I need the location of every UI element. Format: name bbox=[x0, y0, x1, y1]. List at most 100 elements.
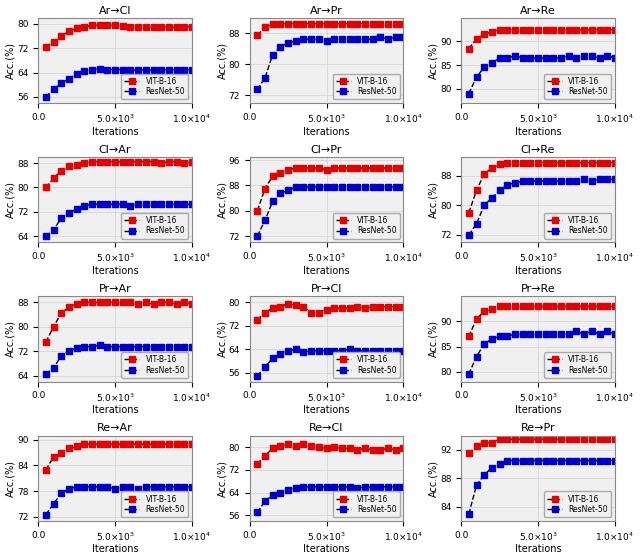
ResNet-50 bbox=[88, 66, 96, 73]
ResNet-50 bbox=[596, 330, 604, 337]
VIT-B-16 bbox=[473, 36, 481, 43]
VIT-B-16 bbox=[588, 159, 596, 166]
VIT-B-16 bbox=[604, 436, 611, 442]
Y-axis label: Acc.(%): Acc.(%) bbox=[6, 42, 15, 79]
VIT-B-16 bbox=[588, 26, 596, 33]
ResNet-50 bbox=[465, 371, 473, 377]
ResNet-50 bbox=[180, 201, 188, 208]
Line: VIT-B-16: VIT-B-16 bbox=[466, 304, 618, 339]
ResNet-50 bbox=[519, 55, 527, 62]
ResNet-50 bbox=[188, 201, 196, 208]
Line: ResNet-50: ResNet-50 bbox=[254, 484, 406, 516]
ResNet-50 bbox=[550, 330, 557, 337]
VIT-B-16 bbox=[346, 165, 353, 171]
VIT-B-16 bbox=[42, 184, 50, 191]
ResNet-50 bbox=[534, 178, 542, 184]
ResNet-50 bbox=[157, 201, 165, 208]
VIT-B-16 bbox=[481, 308, 488, 315]
VIT-B-16 bbox=[81, 441, 88, 447]
VIT-B-16 bbox=[253, 32, 261, 39]
ResNet-50 bbox=[42, 94, 50, 100]
ResNet-50 bbox=[96, 66, 104, 72]
ResNet-50 bbox=[173, 343, 180, 350]
ResNet-50 bbox=[65, 486, 73, 492]
VIT-B-16 bbox=[496, 26, 504, 33]
ResNet-50 bbox=[96, 201, 104, 208]
ResNet-50 bbox=[496, 461, 504, 468]
VIT-B-16 bbox=[384, 445, 392, 452]
VIT-B-16 bbox=[165, 158, 173, 165]
ResNet-50 bbox=[157, 343, 165, 350]
ResNet-50 bbox=[580, 457, 588, 464]
ResNet-50 bbox=[253, 86, 261, 93]
ResNet-50 bbox=[81, 343, 88, 350]
Line: ResNet-50: ResNet-50 bbox=[43, 484, 195, 517]
VIT-B-16 bbox=[307, 165, 315, 171]
ResNet-50 bbox=[81, 483, 88, 490]
ResNet-50 bbox=[315, 36, 323, 43]
ResNet-50 bbox=[134, 343, 142, 350]
ResNet-50 bbox=[369, 36, 376, 43]
ResNet-50 bbox=[157, 66, 165, 73]
ResNet-50 bbox=[300, 483, 307, 490]
VIT-B-16 bbox=[180, 24, 188, 30]
VIT-B-16 bbox=[573, 159, 580, 166]
ResNet-50 bbox=[58, 214, 65, 221]
ResNet-50 bbox=[573, 328, 580, 335]
VIT-B-16 bbox=[127, 299, 134, 306]
ResNet-50 bbox=[269, 492, 276, 499]
Line: VIT-B-16: VIT-B-16 bbox=[43, 22, 195, 50]
VIT-B-16 bbox=[369, 304, 376, 310]
VIT-B-16 bbox=[580, 436, 588, 442]
ResNet-50 bbox=[173, 66, 180, 73]
ResNet-50 bbox=[292, 485, 300, 492]
ResNet-50 bbox=[473, 73, 481, 80]
ResNet-50 bbox=[565, 178, 573, 184]
VIT-B-16 bbox=[173, 158, 180, 165]
ResNet-50 bbox=[488, 194, 496, 201]
ResNet-50 bbox=[134, 67, 142, 73]
ResNet-50 bbox=[534, 457, 542, 464]
VIT-B-16 bbox=[534, 303, 542, 310]
ResNet-50 bbox=[88, 483, 96, 490]
Title: Pr→Ar: Pr→Ar bbox=[99, 284, 131, 294]
VIT-B-16 bbox=[557, 26, 565, 33]
VIT-B-16 bbox=[384, 165, 392, 171]
ResNet-50 bbox=[588, 52, 596, 59]
VIT-B-16 bbox=[473, 443, 481, 450]
ResNet-50 bbox=[527, 178, 534, 184]
VIT-B-16 bbox=[284, 441, 292, 447]
VIT-B-16 bbox=[157, 24, 165, 30]
ResNet-50 bbox=[150, 343, 157, 350]
VIT-B-16 bbox=[300, 20, 307, 27]
VIT-B-16 bbox=[150, 158, 157, 165]
Line: ResNet-50: ResNet-50 bbox=[466, 458, 618, 517]
ResNet-50 bbox=[292, 184, 300, 190]
ResNet-50 bbox=[384, 347, 392, 354]
ResNet-50 bbox=[392, 34, 399, 40]
ResNet-50 bbox=[261, 363, 269, 370]
Legend: VIT-B-16, ResNet-50: VIT-B-16, ResNet-50 bbox=[121, 352, 188, 378]
ResNet-50 bbox=[323, 184, 330, 190]
ResNet-50 bbox=[519, 457, 527, 464]
ResNet-50 bbox=[188, 66, 196, 73]
Line: VIT-B-16: VIT-B-16 bbox=[466, 26, 618, 52]
ResNet-50 bbox=[261, 74, 269, 81]
ResNet-50 bbox=[134, 486, 142, 492]
VIT-B-16 bbox=[188, 158, 196, 165]
VIT-B-16 bbox=[96, 441, 104, 447]
VIT-B-16 bbox=[504, 303, 511, 310]
VIT-B-16 bbox=[481, 31, 488, 38]
ResNet-50 bbox=[104, 66, 111, 73]
VIT-B-16 bbox=[65, 445, 73, 452]
ResNet-50 bbox=[142, 66, 150, 73]
ResNet-50 bbox=[96, 483, 104, 490]
VIT-B-16 bbox=[134, 24, 142, 31]
ResNet-50 bbox=[150, 67, 157, 73]
ResNet-50 bbox=[330, 347, 338, 354]
ResNet-50 bbox=[276, 190, 284, 197]
ResNet-50 bbox=[565, 52, 573, 59]
VIT-B-16 bbox=[353, 446, 361, 453]
ResNet-50 bbox=[557, 330, 565, 337]
VIT-B-16 bbox=[269, 172, 276, 179]
